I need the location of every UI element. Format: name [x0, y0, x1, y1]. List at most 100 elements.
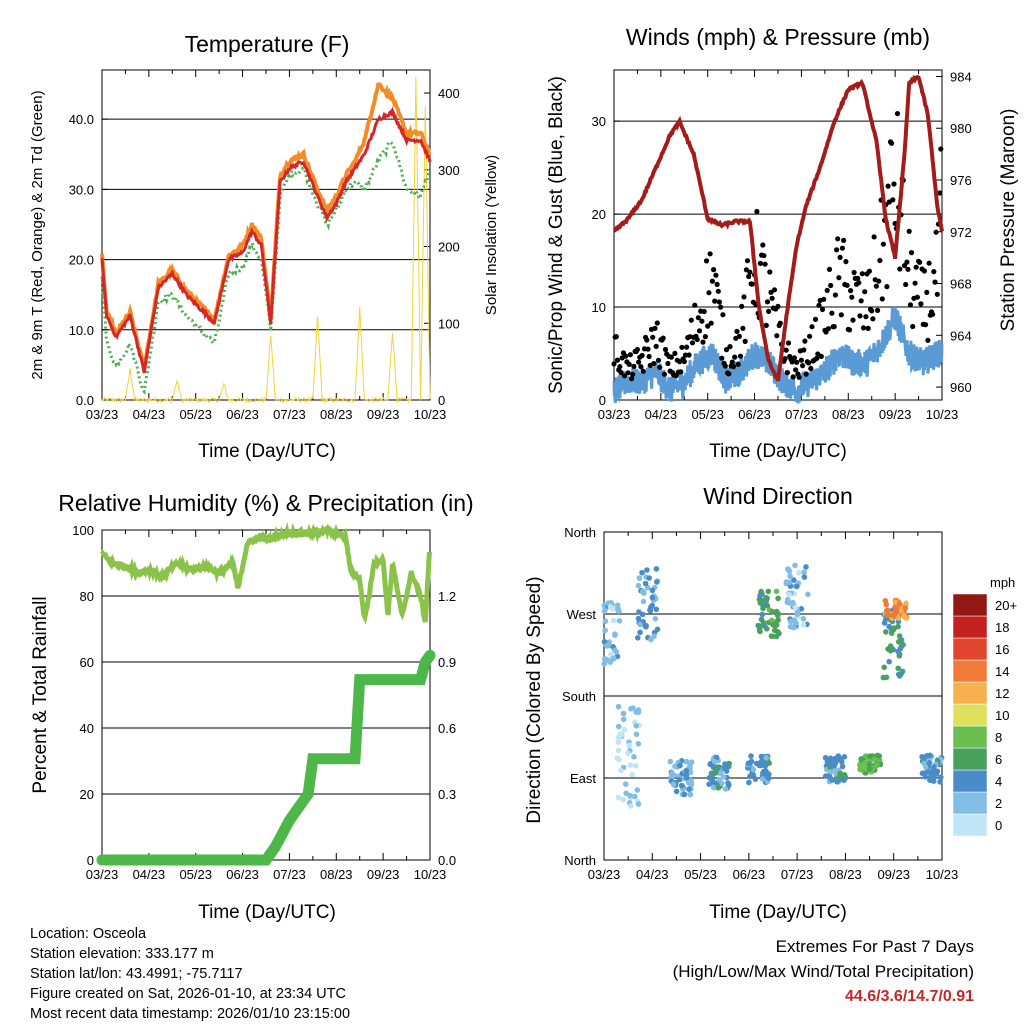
direction-point — [824, 759, 831, 765]
direction-point — [746, 779, 752, 786]
gust-point — [736, 333, 742, 339]
gust-point — [885, 183, 891, 189]
gust-point — [617, 364, 623, 370]
gust-point — [657, 364, 663, 370]
direction-point — [639, 611, 646, 618]
gust-point — [857, 313, 863, 319]
direction-point — [896, 653, 903, 659]
gust-point — [889, 140, 895, 146]
gust-point — [737, 353, 744, 359]
legend-swatch — [952, 791, 988, 815]
direction-point — [805, 591, 811, 598]
gust-point — [629, 376, 635, 382]
direction-point — [706, 781, 712, 787]
gust-point — [716, 299, 723, 305]
legend-label: 4 — [995, 774, 1002, 789]
direction-point — [772, 627, 778, 634]
direction-point — [764, 602, 771, 609]
gust-point — [930, 311, 936, 317]
direction-point — [607, 604, 614, 610]
gust-point — [665, 360, 671, 367]
direction-point — [710, 785, 717, 791]
direction-point — [759, 776, 766, 782]
direction-point — [866, 766, 873, 772]
direction-point — [896, 601, 903, 607]
winds-xtick-label: 04/23 — [645, 407, 678, 422]
humidity-y2tick-label: 0.3 — [438, 787, 456, 802]
winds-y2tick-label: 960 — [950, 380, 972, 395]
pressure-line — [612, 74, 944, 382]
extremes-box: Extremes For Past 7 Days (High/Low/Max W… — [673, 934, 974, 1009]
direction-xtick-label: 04/23 — [636, 867, 669, 882]
gust-point — [718, 304, 724, 310]
winds-y2tick-label: 972 — [950, 225, 972, 240]
gust-point — [801, 347, 807, 353]
direction-point — [601, 608, 608, 615]
legend-swatch — [952, 681, 988, 705]
humidity-x-ticks: 03/23 04/23 05/23 06/23 07/23 08/23 09/23 10/23 — [86, 530, 446, 882]
direction-point — [673, 788, 680, 795]
direction-point — [895, 665, 901, 672]
direction-point — [857, 766, 863, 773]
gust-point — [803, 371, 809, 377]
direction-y-ticks: North East South West North — [562, 525, 610, 868]
direction-xtick-label: 03/23 — [588, 867, 621, 882]
winds-xtick-label: 09/23 — [879, 407, 912, 422]
humidity-series — [96, 522, 436, 866]
direction-point — [798, 606, 805, 612]
direction-point — [610, 655, 617, 661]
gust-point — [862, 289, 868, 295]
direction-point — [626, 742, 632, 749]
gust-point — [645, 346, 651, 352]
gust-point — [796, 374, 802, 380]
gust-point — [722, 363, 728, 369]
direction-ytick-label: North — [564, 853, 596, 868]
solar-insolation-line — [101, 76, 431, 404]
direction-point — [637, 629, 643, 636]
gust-point — [709, 278, 716, 284]
gust-point — [739, 303, 745, 309]
direction-point — [883, 629, 889, 635]
direction-point — [627, 762, 634, 768]
gust-point — [785, 340, 792, 346]
winds-gridlines — [614, 120, 942, 401]
gust-point — [828, 282, 834, 289]
gust-point — [651, 361, 657, 367]
direction-point — [757, 600, 764, 606]
direction-point — [678, 782, 685, 789]
gust-point — [831, 324, 837, 330]
gust-point — [668, 354, 675, 360]
temperature-ytick-label: 40.0 — [69, 112, 94, 127]
humidity-xtick-label: 07/23 — [273, 867, 306, 882]
direction-title: Wind Direction — [703, 483, 853, 509]
winds-ylabel: Sonic/Prop Wind & Gust (Blue, Black) — [546, 76, 567, 394]
direction-point — [615, 747, 622, 754]
gust-point — [714, 281, 720, 287]
winds-y-ticks: 0 10 20 30 — [592, 114, 620, 408]
gust-point — [791, 355, 798, 361]
gust-point — [834, 247, 840, 253]
station-info: Location: Osceola Station elevation: 333… — [30, 924, 350, 1024]
location-text: Location: Osceola — [30, 926, 147, 942]
direction-point — [722, 761, 728, 767]
direction-point — [629, 771, 635, 778]
gust-point — [638, 364, 644, 370]
legend-swatch — [952, 659, 988, 683]
gust-point — [905, 266, 911, 272]
direction-point — [827, 769, 834, 775]
humidity-title: Relative Humidity (%) & Precipitation (i… — [58, 490, 473, 516]
recent-text: Most recent data timestamp: 2026/01/10 2… — [30, 1006, 351, 1022]
temperature-chart: Temperature (F) 0.0 10.0 20.0 30.0 40.0 0 100… — [29, 31, 500, 462]
gust-point — [873, 283, 880, 289]
direction-point — [603, 643, 610, 649]
direction-point — [786, 568, 793, 574]
direction-point — [653, 606, 660, 613]
gust-point — [708, 320, 714, 326]
direction-point — [633, 709, 639, 715]
humidity-y2tick-label: 0.0 — [438, 853, 456, 868]
direction-point — [773, 588, 780, 595]
latlon-text: Station lat/lon: 43.4991; -75.7117 — [30, 966, 243, 982]
gust-point — [762, 261, 768, 267]
winds-xtick-label: 08/23 — [832, 407, 865, 422]
gust-point — [689, 340, 696, 346]
